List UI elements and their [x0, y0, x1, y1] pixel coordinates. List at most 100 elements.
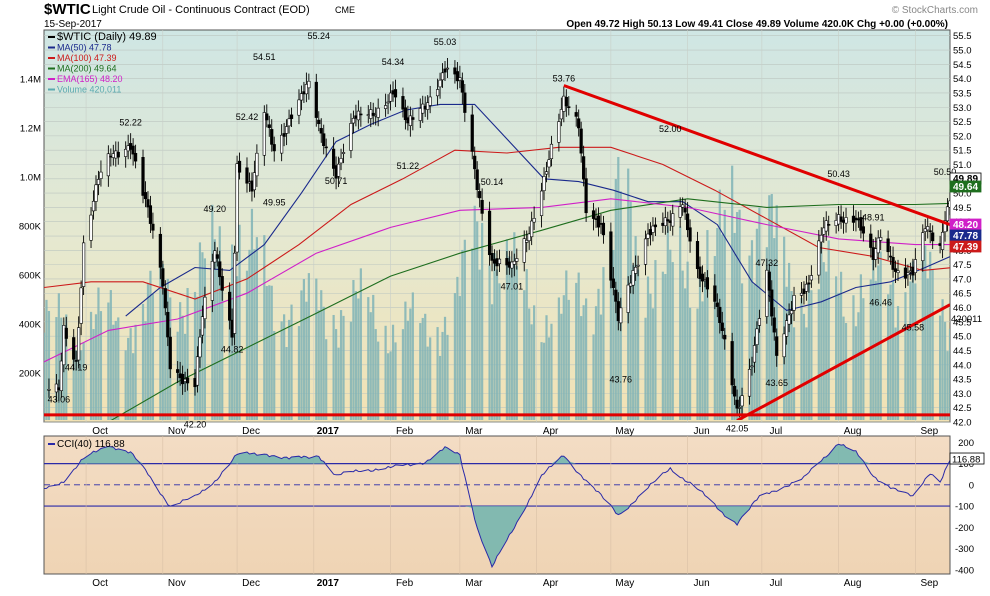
volume-bar	[810, 290, 813, 420]
volume-bar	[159, 258, 162, 420]
price-candle	[146, 199, 150, 208]
price-candle	[161, 268, 165, 287]
price-candle	[96, 179, 101, 185]
price-candle	[775, 336, 779, 356]
volume-bar	[575, 282, 578, 420]
volume-bar	[99, 311, 103, 420]
volume-bar	[82, 342, 85, 420]
chart-date: 15-Sep-2017	[44, 19, 102, 30]
volume-bar	[179, 302, 182, 420]
price-candle	[874, 248, 878, 260]
price-candle	[341, 152, 346, 154]
price-tick-label: 47.0	[953, 274, 972, 285]
price-candle	[314, 81, 318, 118]
volume-bar	[835, 276, 838, 420]
price-annotation: 45.58	[902, 323, 925, 333]
volume-bar	[946, 351, 949, 420]
volume-bar	[612, 249, 615, 420]
price-tick-label: 42.0	[953, 418, 972, 429]
cci-tick-label: 200	[958, 438, 974, 449]
price-candle	[475, 169, 479, 191]
volume-bar	[661, 271, 664, 420]
price-candle	[539, 190, 544, 216]
price-candle	[931, 232, 935, 242]
cci-tick-label: 0	[969, 480, 974, 491]
volume-bar	[253, 249, 256, 420]
price-annotation: 44.82	[221, 344, 244, 354]
price-tick-label: 53.5	[953, 88, 972, 99]
volume-tick-label: 1.0M	[20, 173, 41, 184]
volume-bar	[740, 283, 744, 420]
price-candle	[77, 327, 81, 361]
price-annotation: 48.91	[862, 212, 885, 222]
price-candle	[807, 282, 811, 285]
price-candle	[619, 307, 623, 324]
price-candle	[522, 238, 526, 263]
quote-summary: Open 49.72 High 50.13 Low 49.41 Close 49…	[566, 19, 948, 30]
volume-bar	[547, 337, 551, 420]
volume-bar	[533, 305, 536, 420]
volume-bar	[124, 350, 127, 420]
price-tick-label: 45.5	[953, 317, 972, 328]
volume-bar	[634, 236, 637, 420]
cci-tick-label: 100	[958, 459, 974, 470]
volume-bar	[429, 337, 432, 420]
volume-bar	[134, 324, 137, 420]
volume-bar	[248, 249, 251, 420]
volume-bar	[842, 316, 845, 420]
price-candle	[601, 222, 606, 236]
volume-bar	[716, 227, 719, 420]
volume-axis: 1.4M 1.2M 1.0M 800K 600K 400K 200K	[19, 75, 42, 380]
volume-bar	[510, 268, 513, 420]
price-annotation: 50.43	[827, 169, 850, 179]
volume-bar	[255, 237, 258, 420]
price-candle	[557, 121, 561, 143]
volume-bar	[47, 310, 51, 420]
volume-bar	[283, 314, 286, 420]
price-candle	[737, 407, 742, 409]
volume-bar	[785, 286, 788, 420]
price-tick-label: 44.0	[953, 360, 972, 371]
price-candle	[287, 118, 291, 127]
x-tick-label-cci: Mar	[465, 578, 483, 589]
volume-bar	[342, 315, 345, 420]
volume-bar	[141, 303, 145, 420]
price-candle	[299, 93, 304, 101]
x-axis-cci: Oct Nov Dec 2017 Feb Mar Apr May Jun Jul Aug Sep	[92, 578, 938, 589]
trend-line	[563, 84, 950, 226]
volume-bar	[186, 288, 189, 420]
volume-bar	[436, 327, 439, 420]
price-candle	[686, 213, 690, 231]
price-annotation: 52.42	[236, 112, 259, 122]
price-candle	[317, 119, 321, 125]
volume-tick-label: 800K	[19, 222, 42, 233]
volume-bar	[337, 347, 340, 420]
volume-bar	[765, 247, 768, 420]
price-tick-label: 55.0	[953, 46, 972, 57]
volume-bar	[409, 308, 412, 420]
price-candle	[695, 241, 700, 270]
price-candle	[824, 220, 828, 232]
price-candle	[203, 296, 207, 320]
volume-bar	[807, 283, 811, 420]
volume-bar	[441, 331, 444, 420]
price-candle	[943, 220, 947, 233]
price-candle	[339, 158, 343, 164]
volume-bar	[733, 232, 736, 420]
price-candle	[530, 220, 534, 238]
volume-bar	[112, 324, 115, 420]
price-candle	[747, 369, 752, 397]
price-candle	[478, 191, 482, 199]
volume-bar	[463, 239, 466, 420]
volume-bar	[805, 327, 808, 420]
price-candle	[713, 285, 717, 302]
price-candle	[948, 200, 950, 208]
price-annotation: 52.22	[119, 118, 142, 128]
volume-bar	[931, 269, 934, 420]
volume-bar	[300, 290, 303, 420]
price-bars	[47, 57, 950, 418]
price-candle	[116, 151, 120, 158]
cci-plot	[44, 443, 950, 569]
